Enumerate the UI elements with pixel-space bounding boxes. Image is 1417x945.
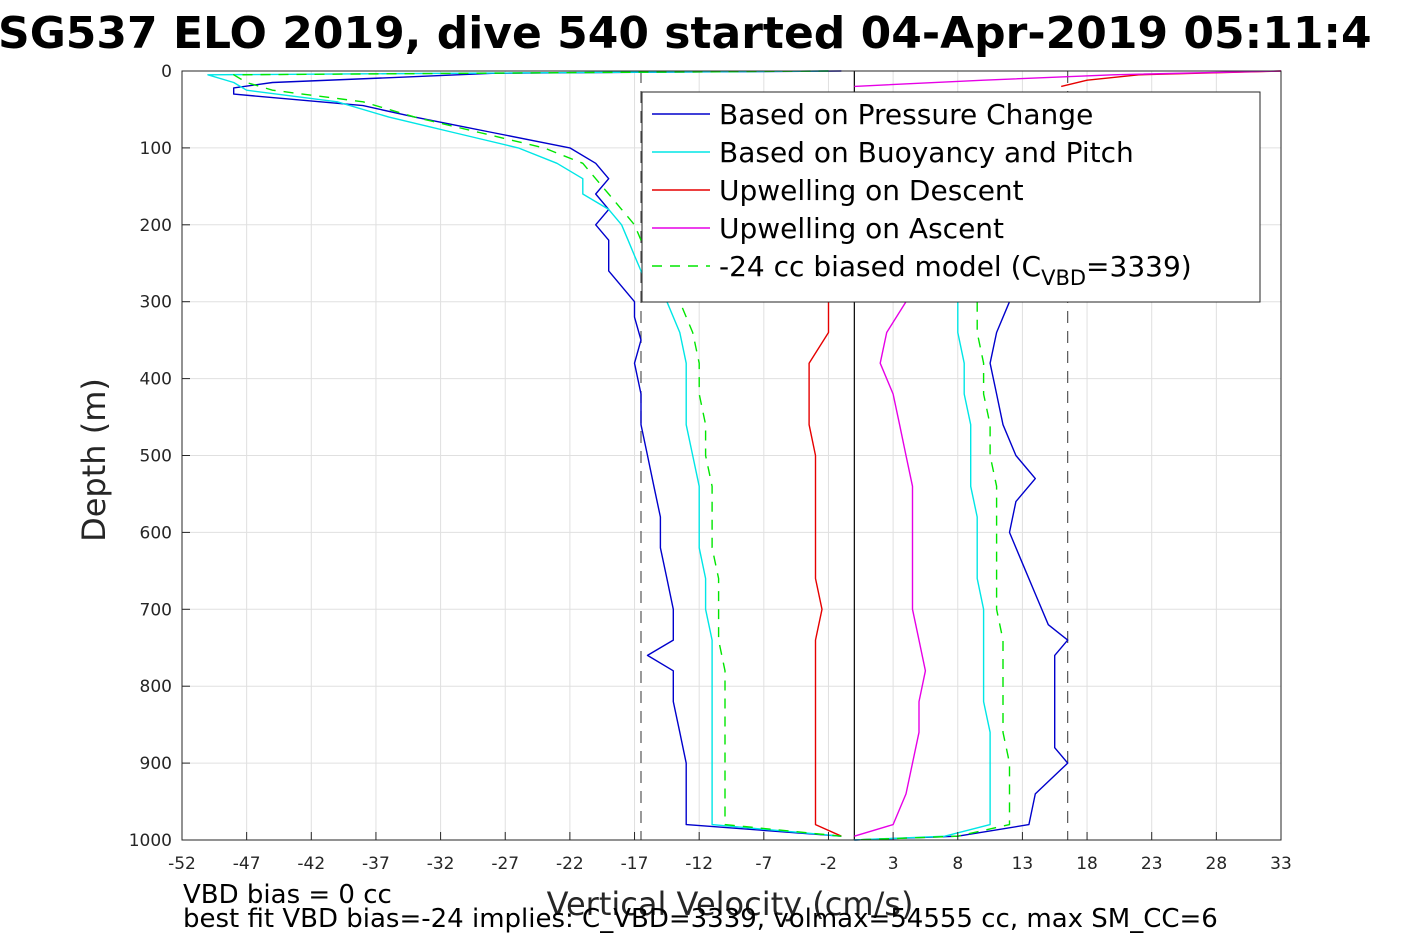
chart-title: SG537 ELO 2019, dive 540 started 04-Apr-…: [0, 8, 1372, 59]
x-tick-label: -22: [556, 854, 584, 874]
y-tick-label: 300: [140, 293, 172, 313]
x-tick-label: -27: [491, 854, 519, 874]
x-tick-label: -42: [297, 854, 325, 874]
legend-label: -24 cc biased model (CVBD=3339): [719, 250, 1192, 290]
y-tick-label: 0: [161, 62, 172, 82]
x-axis-ticks: -52 -47 -42 -37 -32 -27 -22 -17 -12 -7 -2 3 8 13 18 23 2…: [168, 832, 1292, 874]
series-line: [207, 70, 842, 837]
x-axis-label: Vertical Velocity (cm/s): [547, 885, 914, 923]
vbd-bias-note: VBD bias = 0 cc: [183, 880, 392, 910]
x-tick-label: 28: [1206, 854, 1228, 874]
x-tick-label: 23: [1141, 854, 1163, 874]
x-tick-label: -2: [820, 854, 837, 874]
y-tick-label: 500: [140, 447, 172, 467]
legend-label-suffix: =3339): [1086, 250, 1192, 283]
x-tick-label: -12: [685, 854, 713, 874]
series-line: [232, 70, 842, 837]
series-group: [207, 70, 1282, 841]
y-tick-label: 700: [140, 600, 172, 620]
legend-box: [641, 91, 1261, 303]
best-fit-note: best fit VBD bias=-24 implies: C_VBD=333…: [183, 904, 1218, 934]
legend-label: Based on Buoyancy and Pitch: [719, 136, 1134, 169]
legend-label: Based on Pressure Change: [719, 98, 1093, 131]
series-2: [207, 70, 991, 841]
series-line: [854, 301, 991, 841]
y-tick-label: 1000: [129, 831, 172, 851]
series-line: [854, 70, 1282, 88]
series-line: [854, 301, 927, 837]
y-tick-label: 200: [140, 216, 172, 236]
x-tick-label: -47: [233, 854, 261, 874]
x-tick-label: -7: [755, 854, 772, 874]
x-tick-label: 3: [888, 854, 899, 874]
x-tick-label: 33: [1270, 854, 1292, 874]
legend-label: Upwelling on Ascent: [719, 212, 1004, 245]
legend-label-subscript: VBD: [1041, 266, 1086, 290]
y-tick-label: 400: [140, 370, 172, 390]
y-tick-label: 600: [140, 523, 172, 543]
x-tick-label: -32: [427, 854, 455, 874]
y-tick-label: 100: [140, 139, 172, 159]
x-tick-label: 13: [1012, 854, 1034, 874]
series-line: [232, 70, 842, 837]
series-line: [854, 301, 1011, 841]
y-tick-label: 800: [140, 677, 172, 697]
x-tick-label: 18: [1076, 854, 1098, 874]
y-tick-label: 900: [140, 754, 172, 774]
y-axis-label: Depth (m): [75, 378, 113, 542]
series-4: [854, 70, 1282, 837]
series-line: [854, 301, 1069, 841]
legend-label: Upwelling on Descent: [719, 174, 1024, 207]
x-tick-label: -17: [621, 854, 649, 874]
series-line: [808, 301, 842, 837]
y-axis-ticks: 0 100 200 300 400 500 600 700 800 900 1000: [129, 62, 190, 851]
x-tick-label: 8: [952, 854, 963, 874]
series-5: [232, 70, 1011, 841]
x-tick-label: -37: [362, 854, 390, 874]
x-tick-label: -52: [168, 854, 196, 874]
series-1: [232, 70, 1069, 841]
legend: Based on Pressure Change Based on Buoyanc…: [641, 91, 1261, 303]
legend-label-prefix: -24 cc biased model (C: [719, 250, 1041, 283]
